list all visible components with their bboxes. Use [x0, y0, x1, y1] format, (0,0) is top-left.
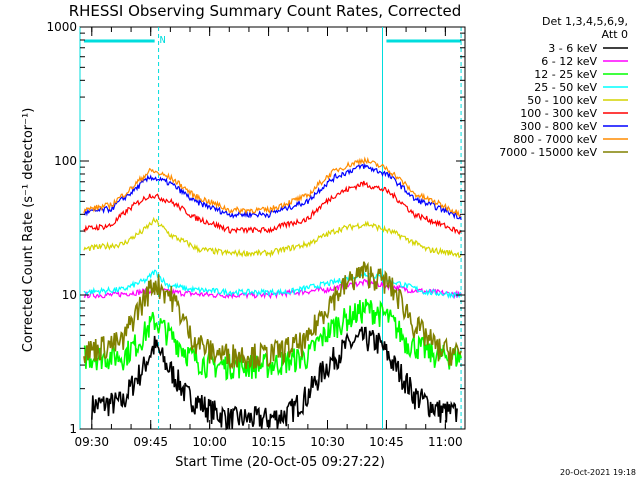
series-line: [83, 216, 462, 259]
legend-header-line-1: Det 1,3,4,5,6,9,: [542, 15, 628, 28]
x-tick-label: 10:45: [369, 435, 404, 449]
legend-entry-label: 100 - 300 keV: [520, 107, 597, 120]
series-line: [83, 298, 462, 381]
x-tick-label: 09:30: [74, 435, 109, 449]
legend-entry-label: 7000 - 15000 keV: [499, 146, 597, 159]
y-tick-label: 100: [54, 154, 77, 168]
render-timestamp: 20-Oct-2021 19:18: [560, 468, 636, 477]
legend-entry-label: 6 - 12 keV: [541, 55, 597, 68]
legend-entry-label: 50 - 100 keV: [527, 94, 597, 107]
x-axis-label: Start Time (20-Oct-05 09:27:22): [175, 455, 385, 470]
chart-title: RHESSI Observing Summary Count Rates, Co…: [69, 2, 462, 20]
series-line: [91, 326, 458, 431]
y-tick-label: 1000: [46, 20, 77, 34]
legend-entry-label: 25 - 50 keV: [534, 81, 597, 94]
legend-entry-label: 12 - 25 keV: [534, 68, 597, 81]
series-line: [83, 269, 462, 300]
y-tick-label: 10: [62, 288, 77, 302]
series-line: [83, 261, 462, 370]
x-tick-label: 09:45: [133, 435, 168, 449]
series-layer: [83, 156, 462, 431]
night-bar-label: N: [160, 35, 166, 46]
y-tick-label: 1: [69, 422, 77, 436]
series-line: [83, 156, 462, 217]
series-line: [83, 180, 462, 236]
legend-entry-label: 3 - 6 keV: [548, 42, 597, 55]
y-axis-label: Corrected Count Rate (s⁻¹ detector⁻¹): [21, 108, 36, 353]
legend-header-line-2: Att 0: [602, 28, 628, 41]
legend-entry-label: 300 - 800 keV: [520, 120, 597, 133]
x-tick-label: 10:30: [310, 435, 345, 449]
x-tick-label: 11:00: [428, 435, 463, 449]
axes-layer: 1 10 100 1000 09:30 09:45 10:00 10:15 10:30 10:45…: [46, 20, 466, 449]
x-tick-label: 10:15: [251, 435, 286, 449]
observing-markers: N: [79, 27, 462, 429]
legend-entry-label: 800 - 7000 keV: [513, 133, 597, 146]
x-tick-label: 10:00: [192, 435, 227, 449]
